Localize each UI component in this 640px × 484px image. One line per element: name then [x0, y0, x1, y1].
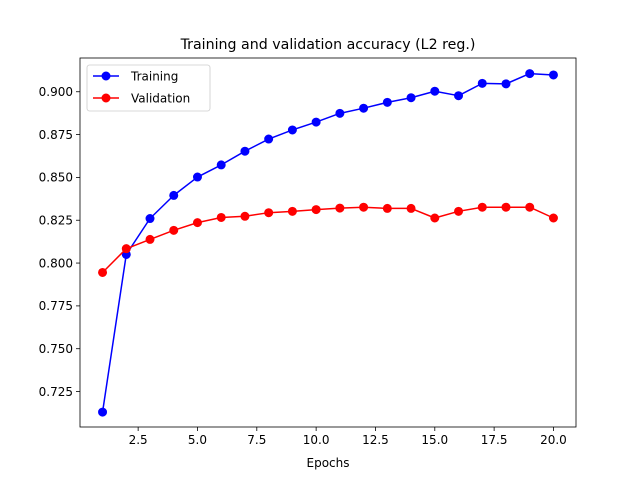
training-point — [477, 78, 487, 88]
x-tick-label: 2.5 — [129, 433, 148, 447]
legend: Training Validation — [86, 64, 211, 112]
y-tick-label: 0.775 — [39, 299, 73, 313]
validation-point — [121, 244, 131, 254]
validation-point — [216, 212, 226, 222]
training-point — [264, 134, 274, 144]
legend-item-validation: Validation — [93, 91, 190, 105]
chart-title: Training and validation accuracy (L2 reg… — [180, 37, 476, 53]
training-point — [98, 407, 108, 417]
legend-item-training: Training — [93, 69, 178, 83]
x-axis-label: Epochs — [307, 456, 350, 470]
training-point — [216, 160, 226, 170]
series-layer — [98, 69, 558, 417]
y-tick-label: 0.725 — [39, 385, 73, 399]
validation-point — [548, 213, 558, 223]
validation-point — [335, 203, 345, 213]
validation-point — [501, 202, 511, 212]
legend-marker-validation — [101, 93, 111, 103]
training-point — [525, 69, 535, 79]
training-point — [454, 91, 464, 101]
series-training — [98, 69, 558, 417]
y-tick-label: 0.875 — [39, 128, 73, 142]
y-tick-label: 0.825 — [39, 214, 73, 228]
x-tick-label: 17.5 — [481, 433, 508, 447]
legend-marker-training — [101, 71, 111, 81]
training-point — [335, 108, 345, 118]
x-tick-label: 7.5 — [247, 433, 266, 447]
validation-point — [382, 203, 392, 213]
x-tick-label: 12.5 — [362, 433, 389, 447]
validation-point — [98, 267, 108, 277]
training-point — [145, 214, 155, 224]
validation-point — [240, 211, 250, 221]
validation-point — [311, 205, 321, 215]
training-point — [430, 86, 440, 96]
training-point — [382, 97, 392, 107]
training-point — [169, 190, 179, 200]
training-point — [192, 172, 202, 182]
training-point — [287, 125, 297, 135]
x-tick-label: 20.0 — [540, 433, 567, 447]
plot-frame — [79, 57, 577, 428]
validation-point — [192, 218, 202, 228]
validation-point — [359, 202, 369, 212]
x-axis: 2.5 5.0 7.5 10.0 12.5 15.0 17.5 20.0 — [129, 427, 567, 447]
training-point — [311, 117, 321, 127]
x-tick-label: 15.0 — [421, 433, 448, 447]
y-tick-label: 0.800 — [39, 256, 73, 270]
validation-point — [430, 213, 440, 223]
validation-point — [525, 202, 535, 212]
training-point — [548, 70, 558, 80]
y-tick-label: 0.750 — [39, 342, 73, 356]
legend-label-training: Training — [130, 69, 178, 83]
validation-point — [406, 203, 416, 213]
series-validation — [98, 202, 558, 277]
training-point — [240, 146, 250, 156]
validation-point — [169, 225, 179, 235]
x-tick-label: 10.0 — [303, 433, 330, 447]
validation-point — [477, 202, 487, 212]
training-point — [406, 93, 416, 103]
x-tick-label: 5.0 — [188, 433, 207, 447]
legend-label-validation: Validation — [131, 91, 190, 105]
training-point — [501, 79, 511, 89]
plot-background — [80, 58, 576, 427]
validation-point — [264, 208, 274, 218]
validation-point — [454, 206, 464, 216]
y-tick-label: 0.900 — [39, 85, 73, 99]
training-point — [359, 103, 369, 113]
validation-point — [287, 206, 297, 216]
validation-point — [145, 234, 155, 244]
y-axis: 0.725 0.750 0.775 0.800 0.825 0.850 0.875 0.900 — [39, 85, 80, 399]
y-tick-label: 0.850 — [39, 171, 73, 185]
